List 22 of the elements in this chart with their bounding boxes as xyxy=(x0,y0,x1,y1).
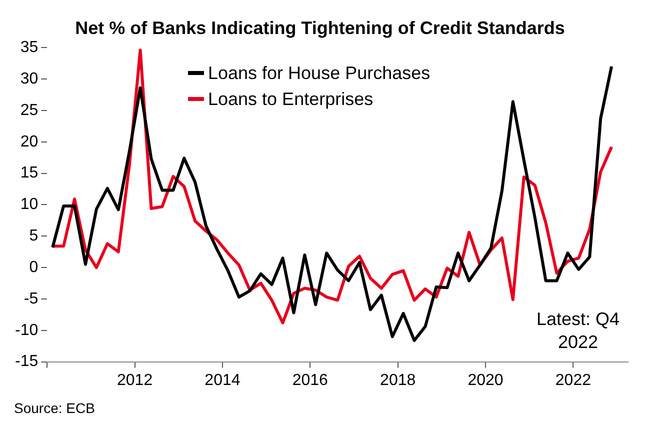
y-tick-label: -15 xyxy=(15,353,38,370)
chart-title: Net % of Banks Indicating Tightening of Credit Standards xyxy=(75,18,565,38)
y-tick-label: 15 xyxy=(20,164,38,182)
y-tick-label: 35 xyxy=(20,39,38,56)
x-tick-label: 2020 xyxy=(468,372,504,389)
y-tick-label: 25 xyxy=(20,102,38,119)
x-tick-label: 2016 xyxy=(292,372,328,389)
y-tick-label: 30 xyxy=(20,70,38,88)
x-tick-label: 2014 xyxy=(204,372,240,389)
y-tick-label: 10 xyxy=(20,196,38,214)
annotation: Latest: Q4 2022 xyxy=(535,308,621,354)
x-tick-label: 2012 xyxy=(117,372,153,389)
y-tick-label: 20 xyxy=(20,133,38,150)
y-tick-label: -5 xyxy=(24,290,38,308)
source-note: Source: ECB xyxy=(14,400,95,416)
y-tick-label: 5 xyxy=(29,228,38,245)
y-tick-label: 0 xyxy=(29,258,38,276)
legend-label: Loans to Enterprises xyxy=(208,88,374,111)
x-tick-label: 2018 xyxy=(380,372,416,389)
legend-label: Loans for House Purchases xyxy=(208,62,430,85)
y-tick-label: -10 xyxy=(15,322,38,339)
x-tick-label: 2022 xyxy=(555,372,592,389)
